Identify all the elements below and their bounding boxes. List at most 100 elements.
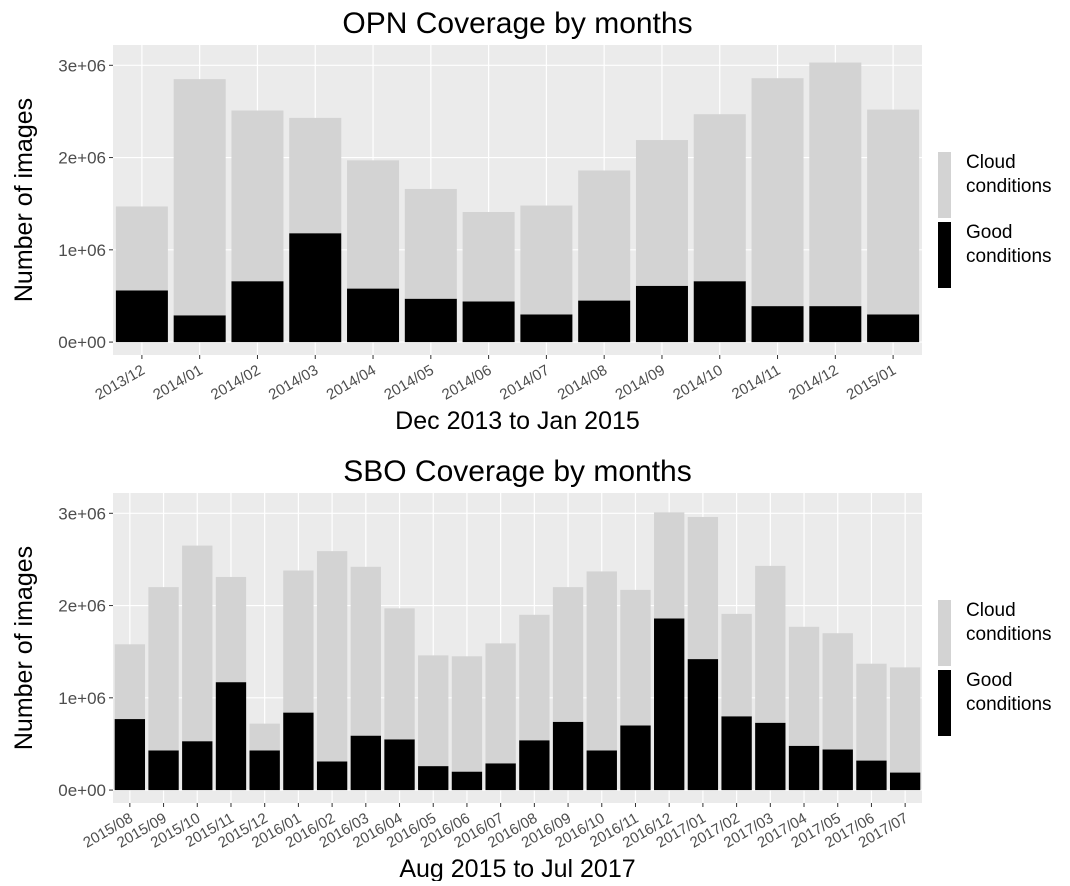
bar-segment	[552, 721, 584, 791]
bar-segment	[687, 659, 719, 791]
bar-segment	[856, 760, 887, 791]
bar-segment	[867, 109, 920, 315]
bar-segment	[889, 772, 921, 791]
bar-segment	[384, 608, 415, 740]
bar-segment	[519, 740, 550, 791]
legend-label: Cloud conditions	[966, 152, 1052, 197]
bar-segment	[856, 663, 887, 761]
bar-segment	[173, 315, 226, 343]
bar-segment	[114, 719, 146, 791]
bar-segment	[755, 565, 786, 723]
legend-key	[938, 222, 951, 288]
bar-segment	[115, 290, 168, 343]
bar-segment	[755, 722, 786, 791]
bar-segment	[316, 551, 348, 762]
bar-segment	[721, 716, 752, 791]
bar-segment	[693, 114, 746, 282]
y-tick-label: 2e+06	[58, 597, 106, 616]
bar-segment	[721, 613, 752, 717]
bar-segment	[283, 570, 314, 713]
bar-segment	[215, 576, 247, 683]
bar-segment	[182, 741, 213, 791]
bar-segment	[693, 281, 746, 343]
bar-segment	[519, 614, 550, 741]
bar-segment	[347, 160, 400, 289]
bar-segment	[182, 545, 213, 742]
bar-segment	[418, 655, 449, 767]
bar-segment	[289, 233, 342, 343]
x-tick-label: 2014/09	[612, 362, 667, 404]
x-tick-label: 2014/07	[497, 362, 552, 404]
bar-segment	[350, 566, 381, 736]
legend-label: Cloud conditions	[966, 600, 1052, 645]
legend-label: Good conditions	[966, 670, 1052, 715]
x-tick-label: 2014/04	[324, 362, 379, 404]
bar-segment	[404, 188, 457, 299]
bar-segment	[384, 739, 415, 791]
bar-segment	[520, 314, 573, 343]
x-tick-label: 2014/02	[208, 362, 263, 404]
bar-segment	[485, 643, 516, 764]
bar-segment	[552, 587, 584, 722]
bar-segment	[231, 281, 284, 343]
bar-segment	[578, 300, 631, 343]
bar-segment	[114, 644, 146, 720]
y-tick-label: 0e+00	[58, 781, 106, 800]
x-tick-label: 2013/12	[92, 362, 147, 404]
bar-segment	[635, 140, 688, 286]
bar-segment	[809, 306, 862, 343]
bar-segment	[788, 626, 820, 746]
bar-segment	[635, 285, 688, 343]
bar-segment	[283, 712, 314, 791]
bar-segment	[316, 761, 348, 791]
bar-segment	[451, 771, 483, 791]
bar-segment	[173, 79, 226, 316]
bar-segment	[451, 656, 483, 772]
legend-key	[938, 600, 951, 666]
bar-segment	[148, 750, 179, 791]
bar-segment	[347, 288, 400, 343]
bar-segment	[654, 512, 685, 619]
bar-segment	[889, 667, 921, 773]
y-axis-title: Number of images	[10, 546, 38, 750]
bar-segment	[115, 206, 168, 291]
bar-segment	[822, 633, 853, 750]
y-tick-label: 2e+06	[58, 149, 106, 168]
chart-title: OPN Coverage by months	[342, 7, 692, 40]
bar-segment	[620, 725, 651, 791]
bar-segment	[485, 763, 516, 791]
x-tick-label: 2014/08	[555, 362, 610, 404]
bar-segment	[148, 587, 179, 751]
x-tick-label: 2014/03	[266, 362, 321, 404]
x-axis-title: Aug 2015 to Jul 2017	[399, 855, 635, 881]
bar-segment	[654, 618, 685, 791]
y-tick-label: 3e+06	[58, 56, 106, 75]
bar-segment	[867, 314, 920, 343]
bar-segment	[215, 682, 247, 791]
panel	[113, 493, 922, 803]
bar-segment	[520, 205, 573, 315]
bar-segment	[418, 766, 449, 791]
y-tick-label: 3e+06	[58, 504, 106, 523]
bar-segment	[586, 571, 617, 751]
y-axis-title: Number of images	[10, 98, 38, 302]
bar-segment	[231, 110, 284, 282]
chart-title: SBO Coverage by months	[343, 455, 692, 488]
bar-segment	[289, 117, 342, 234]
x-tick-label: 2014/10	[670, 362, 725, 404]
bar-segment	[249, 723, 280, 751]
bar-segment	[788, 745, 820, 791]
bar-segment	[462, 301, 515, 343]
bar-segment	[350, 735, 381, 791]
bar-segment	[620, 589, 651, 726]
x-axis-title: Dec 2013 to Jan 2015	[395, 407, 640, 435]
y-tick-label: 1e+06	[58, 689, 106, 708]
bar-segment	[687, 516, 719, 660]
bar-segment	[586, 750, 617, 791]
legend-key	[938, 670, 951, 736]
x-tick-label: 2014/11	[729, 362, 783, 403]
bar-segment	[822, 749, 853, 791]
bar-segment	[578, 170, 631, 301]
x-tick-label: 2014/05	[381, 362, 436, 404]
